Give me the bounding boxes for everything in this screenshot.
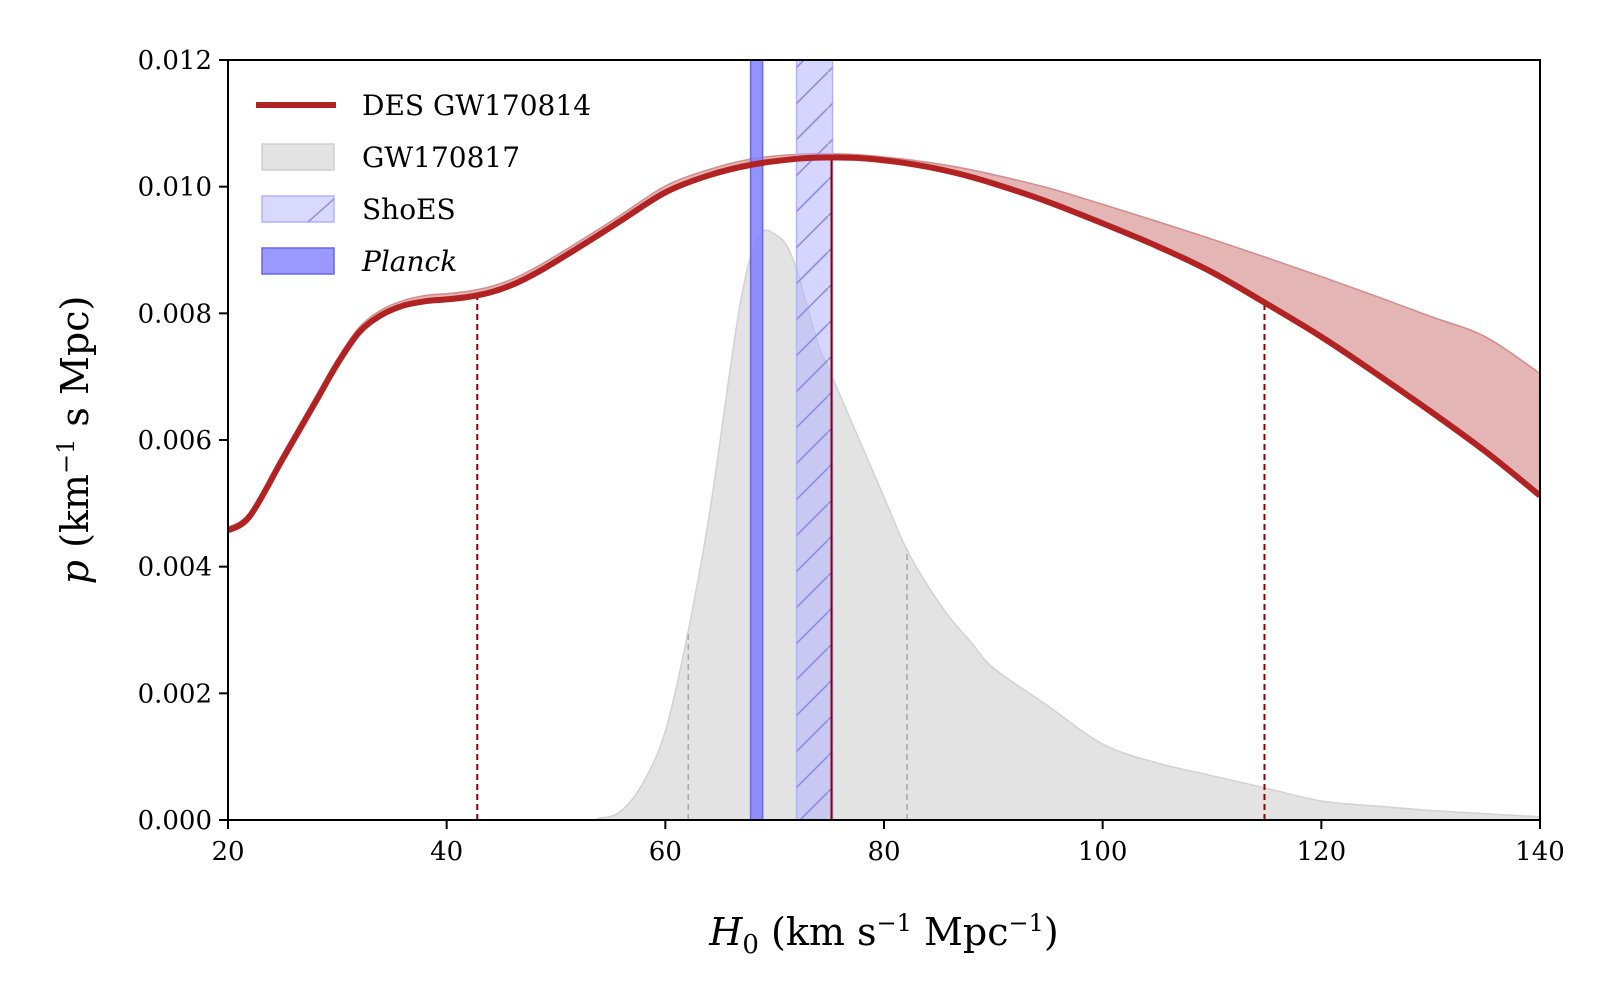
plot-area	[228, 60, 1540, 820]
legend-entry-des: DES GW170814	[256, 89, 591, 122]
y-tick-label: 0.004	[138, 553, 212, 583]
y-tick-label: 0.000	[138, 806, 212, 836]
des-gw170814-line	[228, 154, 1540, 534]
legend: DES GW170814 GW170817 ShoES Planck	[256, 89, 591, 278]
legend-label-planck: Planck	[361, 245, 457, 278]
legend-label-gw170817: GW170817	[362, 141, 520, 174]
legend-swatch-planck	[261, 247, 335, 275]
y-tick-label: 0.006	[138, 426, 212, 456]
shoes-band-hatch	[796, 60, 833, 820]
legend-label-des: DES GW170814	[362, 89, 591, 122]
legend-entry-shoes: ShoES	[261, 193, 456, 226]
x-tick-label: 140	[1515, 837, 1565, 867]
legend-swatch-gw170817	[261, 143, 335, 171]
x-tick-label: 40	[430, 837, 463, 867]
y-axis-label: p (km−1 s Mpc)	[52, 296, 97, 585]
planck-band	[749, 60, 764, 820]
legend-entry-gw170817: GW170817	[261, 141, 520, 174]
x-tick-label: 20	[211, 837, 244, 867]
y-tick-label: 0.008	[138, 299, 212, 329]
y-axis: 0.000 0.002 0.004 0.006 0.008 0.010 0.012	[138, 46, 228, 836]
x-tick-label: 120	[1297, 837, 1347, 867]
x-axis: 20 40 60 80 100 120 140	[211, 820, 1565, 867]
y-tick-label: 0.010	[138, 173, 212, 203]
y-tick-label: 0.012	[138, 46, 212, 76]
x-tick-label: 60	[649, 837, 682, 867]
x-tick-label: 80	[867, 837, 900, 867]
legend-swatch-shoes-hatch	[307, 198, 335, 223]
y-tick-label: 0.002	[138, 679, 212, 709]
x-tick-label: 100	[1078, 837, 1128, 867]
legend-entry-planck: Planck	[261, 245, 457, 278]
x-axis-label: H0 (km s−1 Mpc−1)	[708, 909, 1058, 960]
legend-label-shoes: ShoES	[362, 193, 456, 226]
